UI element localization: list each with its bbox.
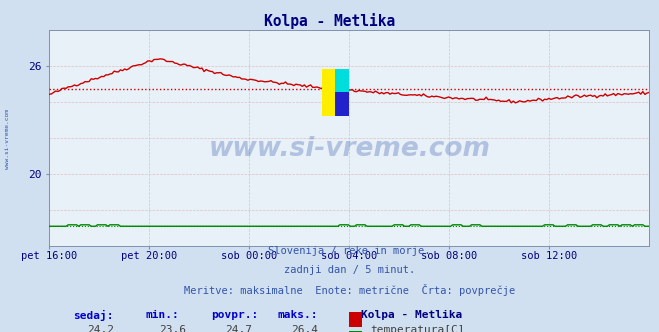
Bar — [349, 312, 362, 327]
Text: sedaj:: sedaj: — [73, 309, 114, 321]
Text: Kolpa - Metlika: Kolpa - Metlika — [361, 309, 463, 320]
Bar — [349, 331, 362, 332]
Text: povpr.:: povpr.: — [212, 309, 258, 320]
Bar — [335, 92, 349, 116]
Text: Meritve: maksimalne  Enote: metrične  Črta: povprečje: Meritve: maksimalne Enote: metrične Črta… — [184, 284, 515, 296]
Text: 23,6: 23,6 — [159, 325, 186, 332]
Text: zadnji dan / 5 minut.: zadnji dan / 5 minut. — [283, 265, 415, 275]
Bar — [322, 69, 335, 116]
Text: maks.:: maks.: — [277, 309, 318, 320]
Text: temperatura[C]: temperatura[C] — [370, 325, 465, 332]
Text: Slovenija / reke in morje.: Slovenija / reke in morje. — [268, 246, 430, 256]
Text: Kolpa - Metlika: Kolpa - Metlika — [264, 13, 395, 29]
Text: 26,4: 26,4 — [291, 325, 318, 332]
Text: www.si-vreme.com: www.si-vreme.com — [5, 110, 11, 169]
Text: min.:: min.: — [146, 309, 179, 320]
Text: 24,2: 24,2 — [87, 325, 114, 332]
Text: www.si-vreme.com: www.si-vreme.com — [208, 135, 490, 162]
Bar — [335, 69, 349, 92]
Text: 24,7: 24,7 — [225, 325, 252, 332]
